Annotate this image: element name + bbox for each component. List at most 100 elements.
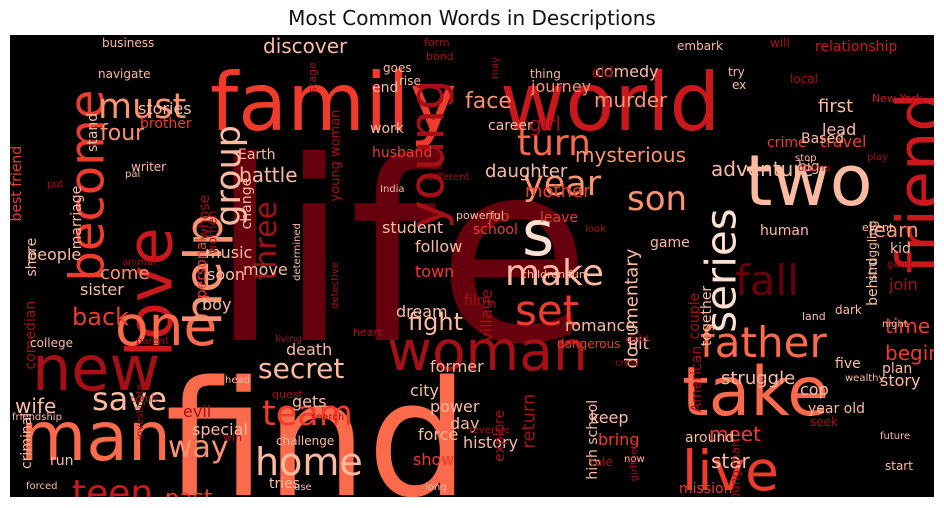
word-goes: goes: [383, 61, 412, 75]
word-save: save: [92, 380, 167, 418]
word-mission: mission: [679, 481, 732, 497]
word-heart: heart: [353, 326, 383, 339]
word-animal: animal: [122, 257, 156, 268]
word-will: will: [770, 36, 790, 50]
word-friend: friend: [884, 92, 934, 273]
word-show: show: [413, 450, 454, 469]
word-year: year: [523, 164, 602, 204]
word-begin: begin: [885, 341, 934, 365]
word-run: run: [50, 453, 74, 469]
word-play: play: [867, 152, 888, 163]
word-battle: battle: [239, 163, 298, 187]
word-stand: stand: [85, 113, 101, 152]
word-kid: kid: [890, 241, 911, 257]
word-stop: stop: [795, 153, 817, 164]
word-city: city: [410, 381, 439, 400]
word-fight: fight: [408, 308, 463, 336]
word-star: star: [711, 449, 751, 473]
word-business: business: [102, 36, 154, 50]
word-old: old: [592, 65, 613, 81]
word-follow: follow: [415, 237, 462, 256]
word-mysterious: mysterious: [575, 143, 686, 167]
word-woman: woman: [387, 319, 588, 383]
word-form: form: [424, 36, 450, 49]
word-force: force: [418, 425, 458, 444]
word-writer: writer: [131, 160, 166, 174]
word-return: return: [518, 394, 539, 449]
word-crime: crime: [767, 135, 807, 151]
word-girlfriend: girlfriend: [629, 436, 640, 481]
word-criminal: criminal: [19, 413, 35, 469]
word-brother: brother: [140, 116, 192, 132]
word-find: find: [165, 346, 469, 497]
word-put: put: [47, 179, 64, 190]
word-town: town: [415, 262, 454, 281]
word-daughter: daughter: [485, 161, 568, 182]
word-tale: tale: [590, 455, 613, 469]
word-career: career: [488, 118, 533, 134]
word-forced: forced: [26, 481, 58, 492]
word-five: five: [835, 356, 861, 372]
word-former: former: [430, 357, 484, 376]
word-wealthy: wealthy: [845, 373, 884, 384]
word-women: women: [206, 210, 220, 254]
word-people: people: [27, 245, 81, 264]
word-bond: bond: [426, 50, 454, 63]
word-comic: comic: [130, 394, 160, 405]
word-thing: thing: [530, 67, 561, 81]
word-film: film: [464, 293, 490, 309]
word-evil: evil: [183, 402, 211, 421]
word-new: new: [32, 332, 160, 405]
word-must: must: [98, 87, 186, 127]
word-best-friend: best friend: [10, 146, 25, 222]
word-explore: explore: [492, 410, 508, 462]
word-young-man: young man: [729, 439, 743, 497]
chart-title: Most Common Words in Descriptions: [288, 6, 656, 30]
word-use: use: [294, 482, 312, 493]
word-now: now: [624, 454, 645, 465]
word-travel: travel: [820, 132, 866, 151]
word-turn: turn: [517, 123, 591, 164]
word-powerful: powerful: [456, 209, 504, 222]
word-pal: pal: [125, 169, 140, 180]
word-plan: plan: [882, 361, 912, 377]
word-determined: determined: [292, 223, 303, 281]
word-home: home: [255, 440, 363, 484]
word-personal: personal: [194, 238, 210, 298]
word-s: s: [522, 197, 554, 270]
word-living: living: [275, 334, 302, 345]
word-fall: fall: [735, 256, 799, 305]
word-power: power: [430, 397, 480, 416]
word-around: around: [685, 430, 734, 446]
word-murder: murder: [594, 88, 668, 112]
word-job: job: [487, 209, 509, 225]
word-rise: rise: [399, 74, 421, 88]
word-village: village: [477, 289, 496, 342]
word-mother: mother: [525, 181, 591, 202]
word-man: man: [20, 398, 171, 477]
word-world: world: [500, 56, 720, 149]
word-marriage: marriage: [69, 186, 85, 249]
word-relationship: relationship: [815, 39, 897, 55]
word-lead: lead: [822, 120, 856, 139]
word-set: set: [515, 286, 579, 335]
word-local: local: [790, 72, 818, 86]
word-american: American: [689, 346, 705, 413]
word-make: make: [505, 253, 604, 294]
word-special: special: [192, 420, 248, 439]
word-death: death: [286, 340, 332, 359]
word-seek: seek: [810, 415, 838, 429]
word-first: first: [818, 96, 853, 117]
word-fun: fun: [568, 268, 586, 281]
word-children: children: [521, 268, 565, 281]
word-bring: bring: [598, 430, 639, 449]
word-night: night: [882, 319, 908, 330]
word-romance: romance: [565, 316, 635, 335]
word-crew: crew: [615, 358, 639, 369]
word-become: become: [59, 90, 115, 282]
word-stories: stories: [138, 99, 192, 118]
word-whose: whose: [197, 195, 213, 240]
word-gang: gang: [887, 259, 912, 270]
word-husband: husband: [372, 145, 432, 161]
